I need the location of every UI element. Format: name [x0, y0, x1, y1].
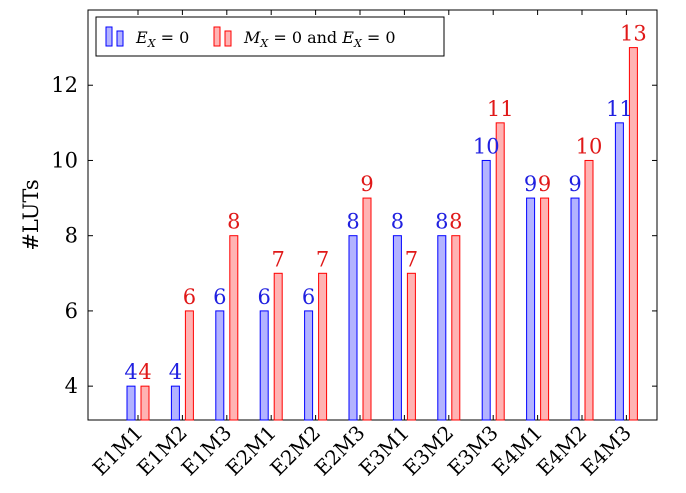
data-label-series-mx-ex: 9 — [538, 172, 551, 196]
bar-series-ex — [614, 122, 624, 421]
data-label-series-mx-ex: 7 — [316, 247, 329, 271]
legend-box — [95, 16, 445, 57]
y-tick-label: 12 — [51, 73, 78, 97]
bar-series-mx-ex — [451, 235, 461, 421]
x-tick-label: E2M2 — [265, 421, 325, 481]
bar-series-mx-ex — [628, 47, 638, 421]
data-label-series-ex: 8 — [435, 210, 448, 234]
data-label-series-mx-ex: 4 — [138, 360, 151, 384]
data-label-series-ex: 10 — [473, 134, 500, 158]
bar-series-mx-ex — [273, 272, 283, 421]
legend-label-ex: EX = 0 — [135, 28, 189, 50]
data-label-series-mx-ex: 8 — [449, 210, 462, 234]
bar-series-mx-ex — [229, 235, 239, 421]
x-tick-label: E3M2 — [399, 421, 459, 481]
x-tick-label: E3M1 — [354, 421, 414, 481]
plot-frame — [87, 9, 658, 421]
data-label-series-mx-ex: 8 — [227, 210, 240, 234]
bar-series-mx-ex — [184, 310, 194, 421]
bar-series-ex — [215, 310, 225, 421]
bar-series-ex — [481, 159, 491, 421]
data-label-series-ex: 9 — [524, 172, 537, 196]
y-tick-label: 10 — [51, 148, 78, 172]
bar-series-mx-ex — [318, 272, 328, 421]
x-tick-label: E1M2 — [132, 421, 192, 481]
y-tick-label: 6 — [65, 299, 78, 323]
legend-swatch-ex — [116, 30, 124, 47]
bar-series-ex — [437, 235, 447, 421]
y-tick-label: 8 — [65, 224, 78, 248]
legend-swatch-ex — [105, 26, 113, 47]
legend-swatch-mx-ex — [224, 30, 232, 47]
data-label-series-ex: 6 — [213, 285, 226, 309]
y-axis-label: #LUTs — [19, 179, 43, 250]
bar-series-ex — [170, 385, 180, 421]
data-label-series-ex: 6 — [258, 285, 271, 309]
bar-series-ex — [304, 310, 314, 421]
x-tick-label: E4M1 — [487, 421, 547, 481]
bar-series-mx-ex — [406, 272, 416, 421]
bar-series-mx-ex — [140, 385, 150, 421]
data-label-series-ex: 8 — [391, 210, 404, 234]
bar-series-mx-ex — [540, 197, 550, 421]
bar-series-mx-ex — [584, 159, 594, 421]
bar-series-ex — [570, 197, 580, 421]
data-label-series-ex: 8 — [346, 210, 359, 234]
x-tick-label: E4M3 — [576, 421, 636, 481]
x-tick-label: E1M3 — [177, 421, 237, 481]
legend-label-mx-ex: MX = 0 and EX = 0 — [243, 28, 396, 50]
bar-series-ex — [392, 235, 402, 421]
data-label-series-mx-ex: 7 — [272, 247, 285, 271]
x-tick-label: E2M1 — [221, 421, 281, 481]
bar-series-mx-ex — [362, 197, 372, 421]
bar-series-mx-ex — [495, 122, 505, 421]
data-label-series-ex: 11 — [606, 97, 633, 121]
data-label-series-mx-ex: 10 — [576, 134, 603, 158]
bars-layer — [126, 47, 638, 421]
data-label-series-mx-ex: 9 — [360, 172, 373, 196]
bar-series-ex — [526, 197, 536, 421]
data-label-series-ex: 6 — [302, 285, 315, 309]
x-tick-label: E3M3 — [443, 421, 503, 481]
bar-series-ex — [126, 385, 136, 421]
legend: EX = 0 MX = 0 and EX = 0 — [95, 16, 445, 57]
data-label-series-ex: 4 — [124, 360, 137, 384]
data-label-series-ex: 9 — [568, 172, 581, 196]
bar-series-ex — [259, 310, 269, 421]
data-label-series-mx-ex: 6 — [183, 285, 196, 309]
data-label-series-ex: 4 — [169, 360, 182, 384]
x-tick-label: E4M2 — [532, 421, 592, 481]
axes-layer: 4 6 8 10 12 #LUTs E1M1E1M2E1M3E2M1E2M2E2M3E3M1… — [19, 9, 658, 481]
legend-swatch-mx-ex — [213, 26, 221, 47]
y-tick-label: 4 — [65, 374, 78, 398]
data-label-series-mx-ex: 13 — [620, 22, 647, 46]
bar-series-ex — [348, 235, 358, 421]
x-tick-label: E1M1 — [88, 421, 148, 481]
x-tick-label: E2M3 — [310, 421, 370, 481]
data-label-series-mx-ex: 11 — [487, 97, 514, 121]
data-label-series-mx-ex: 7 — [405, 247, 418, 271]
